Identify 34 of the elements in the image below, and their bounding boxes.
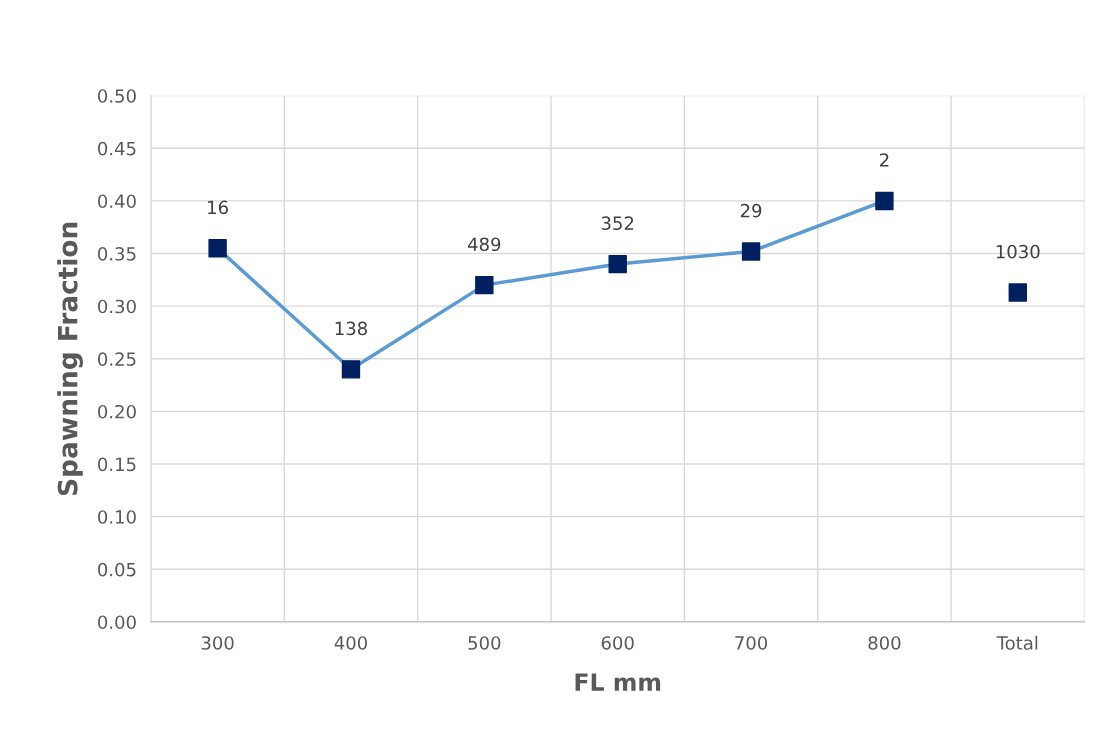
- x-tick-label: 800: [868, 636, 901, 650]
- y-tick-label: 0.30: [98, 299, 136, 314]
- x-tick-label: 500: [468, 636, 501, 650]
- point: [608, 254, 627, 274]
- x-tick-label: 700: [735, 636, 768, 650]
- annotation: 1030: [996, 244, 1040, 259]
- y-tick-label: 0.10: [98, 510, 136, 524]
- point: [341, 360, 361, 379]
- point: [475, 275, 494, 295]
- y-tick-label: 0.45: [98, 141, 136, 156]
- y-axis-title: Spawning Fraction: [57, 222, 83, 495]
- x-tick-label: 600: [601, 636, 634, 650]
- point: [208, 239, 227, 258]
- annotation: 29: [740, 203, 762, 218]
- y-tick-label: 0.25: [98, 352, 136, 366]
- point: [1008, 283, 1027, 302]
- y-tick-label: 0.05: [98, 562, 136, 577]
- x-axis-title: FL mm: [575, 673, 661, 691]
- x-tick-label: 300: [201, 636, 234, 650]
- point: [875, 191, 894, 211]
- annotation: 16: [208, 200, 228, 215]
- y-tick-label: 0.15: [98, 457, 136, 472]
- annotation: 489: [467, 237, 501, 252]
- x-tick-label: Total: [996, 635, 1038, 650]
- y-tick-label: 0.20: [98, 404, 136, 419]
- annotation: 2: [880, 153, 889, 167]
- y-tick-label: 0.35: [98, 247, 136, 261]
- y-tick-label: 0.50: [98, 89, 136, 103]
- annotation: 352: [601, 216, 634, 231]
- point: [741, 242, 761, 261]
- y-tick-label: 0.40: [98, 194, 136, 209]
- x-tick-label: 400: [334, 636, 367, 650]
- annotation: 138: [335, 321, 367, 336]
- y-tick-label: 0.00: [98, 615, 136, 630]
